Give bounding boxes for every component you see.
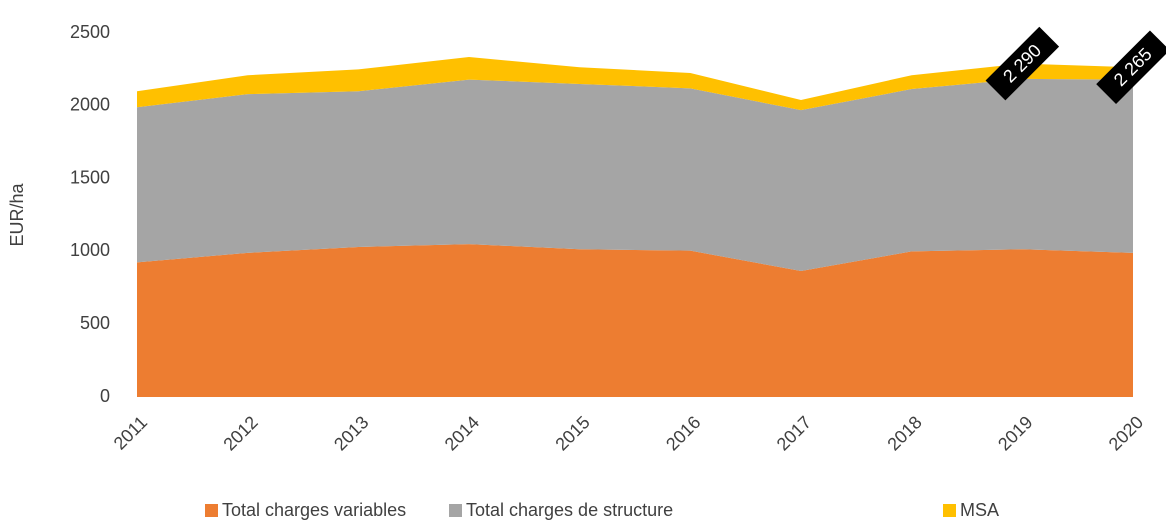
area xyxy=(137,244,1133,397)
x-tick-label: 2013 xyxy=(330,412,372,454)
x-tick-label: 2018 xyxy=(883,412,925,454)
data-label-box xyxy=(985,26,1060,101)
data-label-box xyxy=(1096,30,1166,104)
x-tick-label: 2019 xyxy=(994,412,1036,454)
y-tick-label: 2500 xyxy=(70,22,110,42)
y-tick-label: 1000 xyxy=(70,240,110,260)
y-tick-label: 0 xyxy=(100,386,110,406)
y-tick-label: 2000 xyxy=(70,95,110,115)
x-tick-label: 2015 xyxy=(551,412,593,454)
area xyxy=(137,57,1133,111)
legend-label: MSA xyxy=(960,500,999,520)
area xyxy=(137,78,1133,272)
legend-label: Total charges de structure xyxy=(466,500,673,520)
x-tick-label: 2012 xyxy=(219,412,261,454)
y-tick-label: 1500 xyxy=(70,167,110,187)
legend-swatch xyxy=(205,504,218,517)
x-tick-label: 2020 xyxy=(1105,412,1147,454)
x-tick-label: 2014 xyxy=(441,412,483,454)
legend-swatch xyxy=(449,504,462,517)
legend-label: Total charges variables xyxy=(222,500,406,520)
y-tick-label: 500 xyxy=(80,313,110,333)
y-axis-label: EUR/ha xyxy=(7,183,27,247)
x-tick-label: 2017 xyxy=(773,412,815,454)
legend-swatch xyxy=(943,504,956,517)
x-tick-label: 2011 xyxy=(110,412,152,454)
x-tick-label: 2016 xyxy=(662,412,704,454)
